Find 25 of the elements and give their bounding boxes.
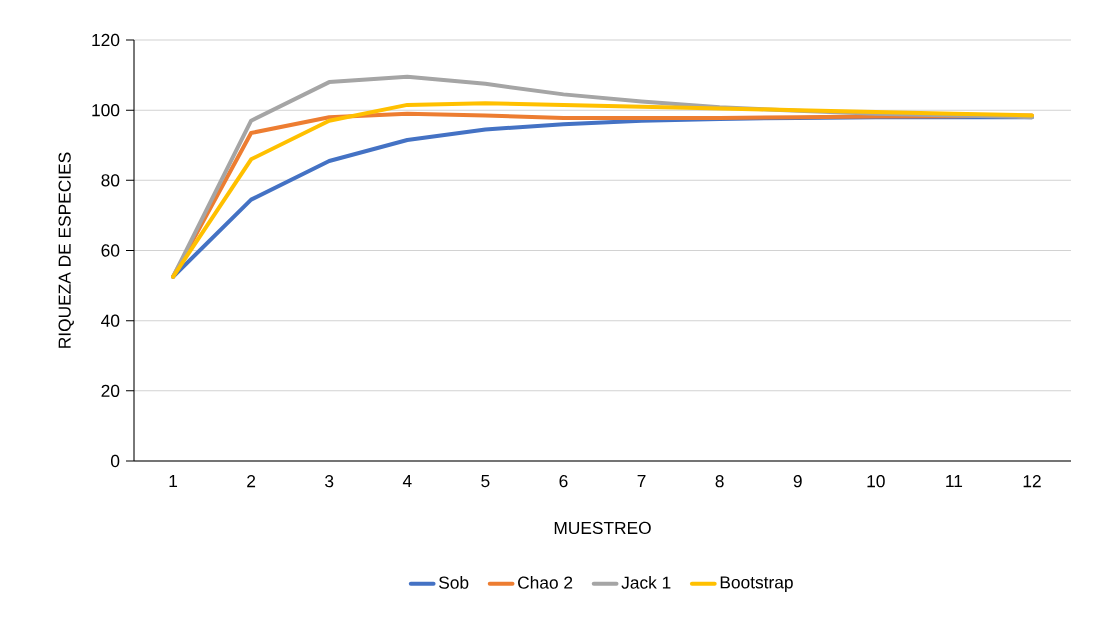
y-tick-label: 100 — [92, 104, 120, 117]
x-tick-label: 4 — [402, 475, 412, 487]
y-tick-label: 20 — [101, 384, 120, 397]
x-tick-label: 5 — [481, 475, 490, 488]
x-axis-title: MUESTREO — [554, 521, 651, 535]
x-tick-label: 10 — [867, 475, 885, 488]
x-tick-label: 6 — [559, 475, 568, 488]
y-axis-title: RIQUEZA DE ESPECIES — [58, 152, 74, 348]
legend-label: Sob — [439, 576, 469, 589]
y-tick-label: 0 — [110, 454, 120, 468]
x-tick-label: 2 — [247, 475, 256, 488]
legend-label: Jack 1 — [621, 576, 671, 589]
y-tick-label: 120 — [92, 33, 120, 47]
x-tick-label: 7 — [637, 475, 646, 487]
x-tick-label: 3 — [325, 475, 334, 488]
x-tick-label: 8 — [715, 475, 724, 488]
y-tick-label: 80 — [101, 174, 120, 187]
x-tick-label: 9 — [793, 475, 802, 488]
x-tick-label: 12 — [1023, 475, 1041, 488]
x-tick-label: 11 — [946, 475, 963, 487]
x-tick-label: 1 — [169, 475, 178, 487]
y-tick-label: 60 — [101, 244, 120, 257]
legend-label: Chao 2 — [518, 576, 573, 589]
legend-label: Bootstrap — [720, 576, 793, 592]
y-tick-label: 40 — [101, 314, 120, 327]
